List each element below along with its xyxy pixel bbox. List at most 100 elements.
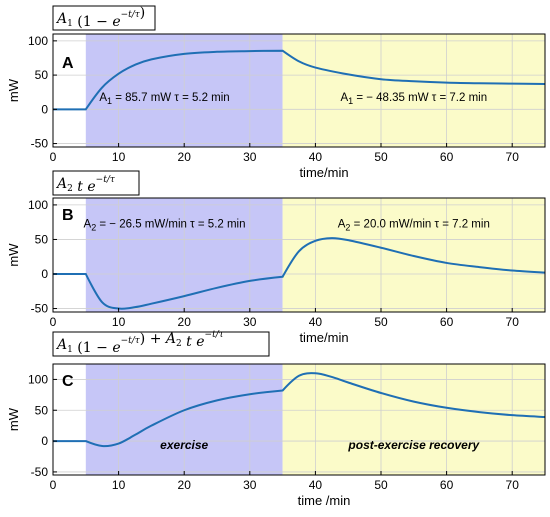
x-tick-label: 50 bbox=[374, 478, 388, 492]
annotation-part: = 20.0 mW/min τ = 7.2 min bbox=[350, 219, 489, 231]
annotation-part: A bbox=[84, 219, 92, 231]
x-axis-label: time/min bbox=[299, 165, 348, 180]
x-tick-label: 0 bbox=[50, 315, 57, 329]
formula-box bbox=[52, 170, 140, 196]
series-line bbox=[53, 49, 546, 111]
series-line bbox=[52, 372, 546, 448]
annotation-text: A2 = 20.0 mW/min τ = 7.2 min bbox=[338, 219, 490, 233]
formula-part: (1 − bbox=[73, 340, 112, 356]
y-tick-label: 50 bbox=[35, 403, 49, 417]
annotation-subscript: 2 bbox=[91, 223, 96, 233]
y-axis-label: mW bbox=[6, 407, 21, 431]
formula-part: −t/τ bbox=[205, 330, 225, 340]
annotation-part: A bbox=[99, 92, 107, 104]
formula-part: A bbox=[55, 176, 67, 192]
annotation-text: A1 = 85.7 mW τ = 5.2 min bbox=[99, 92, 229, 106]
formula-part: −t/τ bbox=[96, 175, 116, 185]
region-label-recovery: post-exercise recovery bbox=[347, 438, 480, 452]
formula-part: 1 bbox=[67, 19, 73, 29]
plot-frame bbox=[52, 197, 546, 313]
annotation-part: = − 48.35 mW τ = 7.2 min bbox=[353, 92, 487, 104]
annotation-subscript: 2 bbox=[345, 223, 350, 233]
x-tick-label: 0 bbox=[50, 478, 57, 492]
annotation-text: A1 = − 48.35 mW τ = 7.2 min bbox=[340, 92, 487, 106]
x-tick-label: 60 bbox=[440, 315, 454, 329]
panel-letter: B bbox=[62, 207, 74, 224]
formula-part: A bbox=[55, 337, 67, 353]
formula-box bbox=[52, 5, 156, 31]
y-tick-label: 0 bbox=[41, 434, 48, 448]
x-tick-label: 30 bbox=[243, 478, 257, 492]
formula-box bbox=[52, 331, 270, 357]
formula-part: e bbox=[112, 14, 120, 30]
annotation-part: = 85.7 mW τ = 5.2 min bbox=[112, 92, 230, 104]
annotation-part: = − 26.5 mW/min τ = 5.2 min bbox=[96, 219, 245, 231]
y-axis-label: mW bbox=[6, 78, 21, 102]
y-tick-label: -50 bbox=[31, 465, 49, 479]
y-tick-label: 0 bbox=[41, 102, 48, 116]
y-tick-label: 0 bbox=[41, 267, 48, 281]
x-tick-label: 20 bbox=[178, 478, 192, 492]
x-tick-label: 60 bbox=[440, 478, 454, 492]
y-tick-label: -50 bbox=[31, 302, 49, 316]
y-tick-label: 50 bbox=[35, 232, 49, 246]
formula-part: A bbox=[55, 11, 67, 27]
x-tick-label: 40 bbox=[309, 478, 323, 492]
y-tick-label: 100 bbox=[28, 34, 48, 48]
formula-part: 1 bbox=[67, 345, 73, 355]
region-recovery-band bbox=[282, 198, 545, 312]
x-axis-label: time /min bbox=[298, 493, 351, 508]
x-tick-label: 70 bbox=[506, 315, 520, 329]
series-line bbox=[52, 237, 546, 310]
formula-text: A1 (1 − e−t/τ) bbox=[55, 5, 145, 30]
annotation-part: A bbox=[340, 92, 348, 104]
x-tick-label: 40 bbox=[309, 150, 323, 164]
annotation-subscript: 1 bbox=[348, 96, 353, 106]
x-tick-label: 50 bbox=[374, 150, 388, 164]
x-tick-label: 70 bbox=[506, 150, 520, 164]
panel-letter: A bbox=[62, 55, 74, 72]
panel-letter: C bbox=[62, 373, 74, 390]
x-tick-label: 10 bbox=[112, 315, 126, 329]
x-tick-label: 20 bbox=[178, 315, 192, 329]
formula-part: A bbox=[164, 331, 176, 347]
x-tick-label: 10 bbox=[112, 478, 126, 492]
formula-part: 2 bbox=[67, 184, 73, 194]
x-tick-label: 30 bbox=[243, 315, 257, 329]
x-tick-label: 40 bbox=[309, 315, 323, 329]
formula-part: −t/τ bbox=[121, 336, 141, 346]
x-tick-label: 70 bbox=[506, 478, 520, 492]
region-recovery-band bbox=[282, 364, 545, 475]
formula-part: t e bbox=[73, 179, 96, 195]
plot-frame bbox=[52, 33, 546, 148]
x-tick-label: 30 bbox=[243, 150, 257, 164]
region-recovery-band bbox=[282, 34, 545, 147]
formula-text: A1 (1 − e−t/τ) + A2 t e−t/τ bbox=[55, 330, 225, 356]
y-axis-label: mW bbox=[6, 243, 21, 267]
x-tick-label: 10 bbox=[112, 150, 126, 164]
y-tick-label: 50 bbox=[35, 68, 49, 82]
formula-part: 2 bbox=[176, 339, 182, 349]
x-tick-label: 60 bbox=[440, 150, 454, 164]
annotation-subscript: 1 bbox=[107, 96, 112, 106]
x-tick-label: 50 bbox=[374, 315, 388, 329]
formula-part: t e bbox=[182, 334, 205, 350]
x-tick-label: 20 bbox=[178, 150, 192, 164]
formula-part: (1 − bbox=[73, 14, 112, 30]
x-axis-label: time/min bbox=[299, 330, 348, 345]
plot-frame bbox=[52, 363, 546, 476]
y-tick-label: 100 bbox=[28, 198, 48, 212]
annotation-text: A2 = − 26.5 mW/min τ = 5.2 min bbox=[84, 219, 246, 233]
region-label-exercise: exercise bbox=[160, 438, 208, 452]
y-tick-label: 100 bbox=[28, 372, 48, 386]
formula-part: e bbox=[112, 340, 120, 356]
x-tick-label: 0 bbox=[50, 150, 57, 164]
y-tick-label: -50 bbox=[31, 137, 49, 151]
formula-part: −t/τ bbox=[121, 10, 141, 20]
formula-text: A2 t e−t/τ bbox=[55, 175, 116, 195]
formula-part: ) + bbox=[140, 331, 166, 347]
